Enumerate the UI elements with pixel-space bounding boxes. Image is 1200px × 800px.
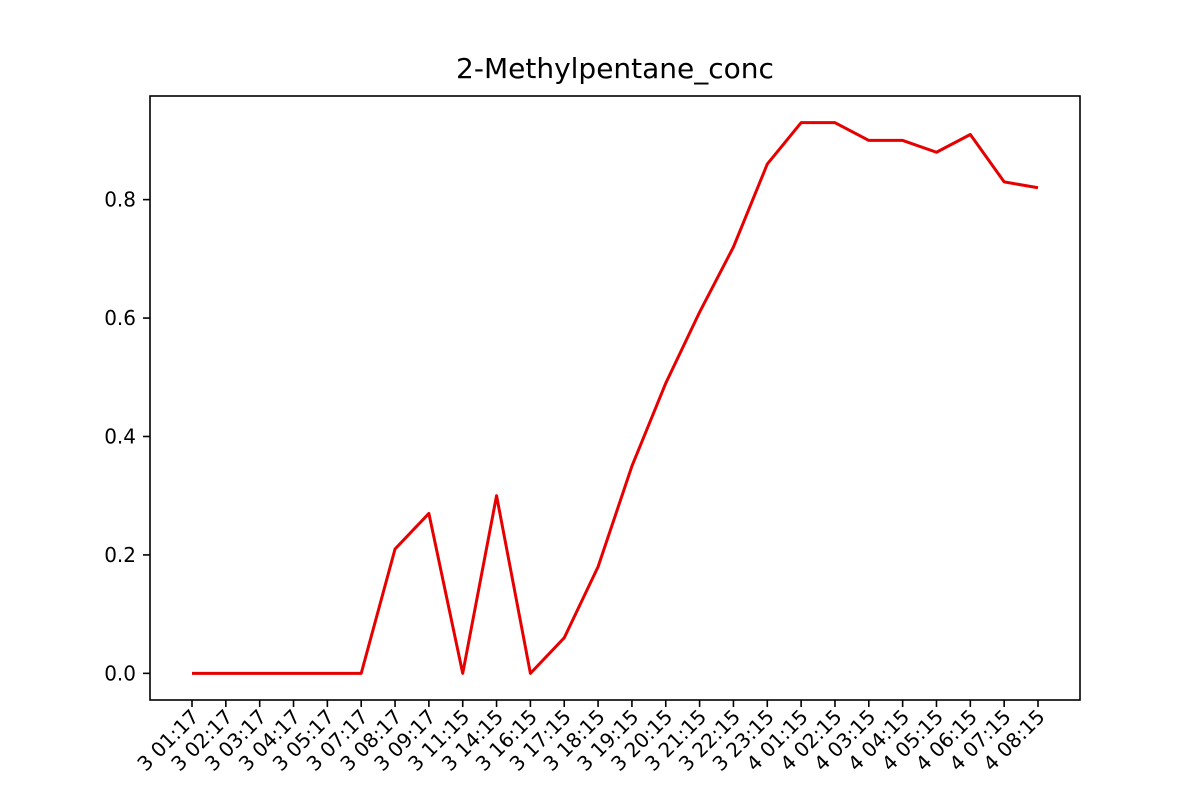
y-tick-label: 0.2 (104, 543, 136, 567)
x-axis: 3 01:173 02:173 03:173 04:173 05:173 07:… (132, 700, 1050, 776)
y-tick-label: 0.4 (104, 424, 136, 448)
series-line (192, 121, 1039, 675)
chart-title: 2-Methylpentane_conc (456, 52, 774, 85)
y-tick-label: 0.6 (104, 306, 136, 330)
y-axis: 0.0 0.2 0.4 0.6 0.8 (104, 188, 150, 685)
plot-area-frame (149, 95, 1081, 701)
y-tick-label: 0.8 (104, 188, 136, 212)
y-tick-label: 0.0 (104, 661, 136, 685)
